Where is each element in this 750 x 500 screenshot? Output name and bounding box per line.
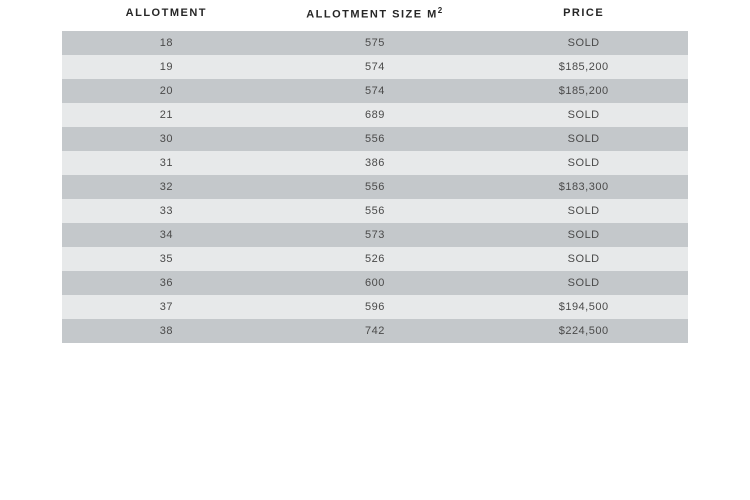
cell-size: 556 bbox=[271, 199, 480, 223]
cell-size: 556 bbox=[271, 127, 480, 151]
col-header-price: PRICE bbox=[479, 0, 688, 31]
table-body: 18575SOLD19574$185,20020574$185,20021689… bbox=[62, 31, 688, 343]
table-header-row: ALLOTMENT ALLOTMENT SIZE M2 PRICE bbox=[62, 0, 688, 31]
cell-price: $183,300 bbox=[479, 175, 688, 199]
cell-allotment: 19 bbox=[62, 55, 271, 79]
table-row: 37596$194,500 bbox=[62, 295, 688, 319]
cell-size: 526 bbox=[271, 247, 480, 271]
cell-price: $194,500 bbox=[479, 295, 688, 319]
cell-price: SOLD bbox=[479, 223, 688, 247]
cell-size: 575 bbox=[271, 31, 480, 55]
cell-allotment: 20 bbox=[62, 79, 271, 103]
cell-price: SOLD bbox=[479, 247, 688, 271]
table-row: 32556$183,300 bbox=[62, 175, 688, 199]
col-header-size-text: ALLOTMENT SIZE M bbox=[306, 9, 438, 21]
cell-price: SOLD bbox=[479, 103, 688, 127]
cell-allotment: 21 bbox=[62, 103, 271, 127]
cell-allotment: 18 bbox=[62, 31, 271, 55]
table-row: 18575SOLD bbox=[62, 31, 688, 55]
cell-allotment: 34 bbox=[62, 223, 271, 247]
allotment-table: ALLOTMENT ALLOTMENT SIZE M2 PRICE 18575S… bbox=[62, 0, 688, 343]
cell-size: 600 bbox=[271, 271, 480, 295]
table-row: 19574$185,200 bbox=[62, 55, 688, 79]
cell-size: 689 bbox=[271, 103, 480, 127]
table-row: 36600SOLD bbox=[62, 271, 688, 295]
table-row: 20574$185,200 bbox=[62, 79, 688, 103]
cell-allotment: 32 bbox=[62, 175, 271, 199]
cell-price: SOLD bbox=[479, 127, 688, 151]
cell-price: $224,500 bbox=[479, 319, 688, 343]
col-header-size-sup: 2 bbox=[438, 6, 444, 15]
table-row: 31386SOLD bbox=[62, 151, 688, 175]
cell-size: 574 bbox=[271, 55, 480, 79]
cell-size: 573 bbox=[271, 223, 480, 247]
table-row: 35526SOLD bbox=[62, 247, 688, 271]
cell-allotment: 31 bbox=[62, 151, 271, 175]
cell-allotment: 38 bbox=[62, 319, 271, 343]
cell-allotment: 33 bbox=[62, 199, 271, 223]
cell-size: 574 bbox=[271, 79, 480, 103]
table-row: 38742$224,500 bbox=[62, 319, 688, 343]
cell-size: 386 bbox=[271, 151, 480, 175]
table-row: 30556SOLD bbox=[62, 127, 688, 151]
table-row: 34573SOLD bbox=[62, 223, 688, 247]
cell-allotment: 36 bbox=[62, 271, 271, 295]
table-row: 33556SOLD bbox=[62, 199, 688, 223]
cell-price: SOLD bbox=[479, 271, 688, 295]
table-wrapper: ALLOTMENT ALLOTMENT SIZE M2 PRICE 18575S… bbox=[0, 0, 750, 343]
cell-size: 556 bbox=[271, 175, 480, 199]
cell-price: SOLD bbox=[479, 151, 688, 175]
cell-price: SOLD bbox=[479, 31, 688, 55]
cell-allotment: 30 bbox=[62, 127, 271, 151]
cell-price: SOLD bbox=[479, 199, 688, 223]
cell-size: 596 bbox=[271, 295, 480, 319]
col-header-allotment: ALLOTMENT bbox=[62, 0, 271, 31]
table-row: 21689SOLD bbox=[62, 103, 688, 127]
cell-price: $185,200 bbox=[479, 79, 688, 103]
cell-price: $185,200 bbox=[479, 55, 688, 79]
cell-allotment: 35 bbox=[62, 247, 271, 271]
cell-allotment: 37 bbox=[62, 295, 271, 319]
col-header-size: ALLOTMENT SIZE M2 bbox=[271, 0, 480, 31]
table-header: ALLOTMENT ALLOTMENT SIZE M2 PRICE bbox=[62, 0, 688, 31]
cell-size: 742 bbox=[271, 319, 480, 343]
